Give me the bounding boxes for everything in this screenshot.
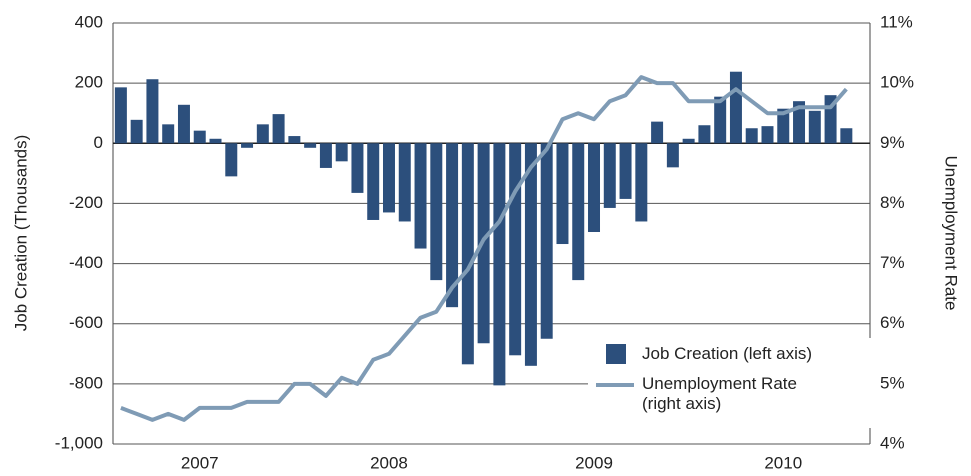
bar [398,143,411,222]
bar [666,143,679,168]
legend-swatch [606,344,626,364]
bar [714,96,727,144]
bar [651,121,664,144]
bar [777,108,790,144]
bar [256,124,269,144]
bar [288,136,301,144]
bar [414,143,427,249]
bar [793,101,806,144]
legend-marker [606,344,626,364]
y2-tick-label: 5% [880,373,905,392]
y-tick-label: -600 [69,313,103,332]
bar [130,119,143,144]
legend-item: Job Creation (left axis) [596,344,868,366]
y2-tick-label: 4% [880,433,905,452]
bar [745,128,758,144]
bar [367,143,380,220]
bar [446,143,459,308]
bar [382,143,395,213]
bar [493,143,506,386]
y-tick-label: 0 [94,133,103,152]
bar [114,87,127,144]
bar [572,143,585,281]
bar [162,124,175,144]
bar [540,143,553,339]
y-tick-label: -800 [69,373,103,392]
y2-tick-label: 9% [880,133,905,152]
x-tick-label: 2007 [181,453,219,472]
bar [209,138,222,144]
bar [524,143,537,366]
bar [241,143,254,148]
bar [430,143,443,281]
bar [840,128,853,144]
bar [698,125,711,144]
bar [619,143,632,199]
bar [603,143,616,208]
y2-tick-label: 10% [880,73,914,92]
bar [729,71,742,144]
y2-axis-label: Unemployment Rate [942,156,961,311]
bar [588,143,601,232]
x-tick-label: 2010 [764,453,802,472]
bar [808,110,821,144]
legend-item: Unemployment Rate (right axis) [596,374,868,414]
legend-swatch [596,383,634,387]
grid [113,22,870,445]
y2-tick-label: 6% [880,313,905,332]
y2-tick-label: 11% [880,12,913,31]
legend: Job Creation (left axis) Unemployment Rat… [588,338,876,428]
line [120,75,848,422]
x-tick-label: 2008 [370,453,408,472]
bar [304,143,317,148]
bar [761,126,774,144]
bar [461,143,474,365]
y-tick-label: 400 [75,12,103,31]
bar [509,143,522,356]
bar [335,143,348,162]
y-tick-label: -1,000 [55,433,103,452]
x-tick-label: 2009 [575,453,613,472]
y2-tick-label: 7% [880,253,905,272]
y2-tick-label: 8% [880,193,905,212]
bar [272,114,285,144]
bar [193,130,206,144]
bar [146,79,159,144]
bar [319,143,332,168]
legend-label: Job Creation (left axis) [642,344,813,363]
y-tick-label: -200 [69,193,103,212]
bar [351,143,364,193]
legend-label: Unemployment Rate (right axis) [642,374,797,413]
bar [635,143,648,222]
bar [682,138,695,144]
bar [225,143,238,177]
y-axis-label: Job Creation (Thousands) [11,135,30,332]
y-tick-label: -400 [69,253,103,272]
bar [556,143,569,245]
y-tick-label: 200 [75,73,103,92]
bar [177,104,190,144]
bar [824,95,837,144]
